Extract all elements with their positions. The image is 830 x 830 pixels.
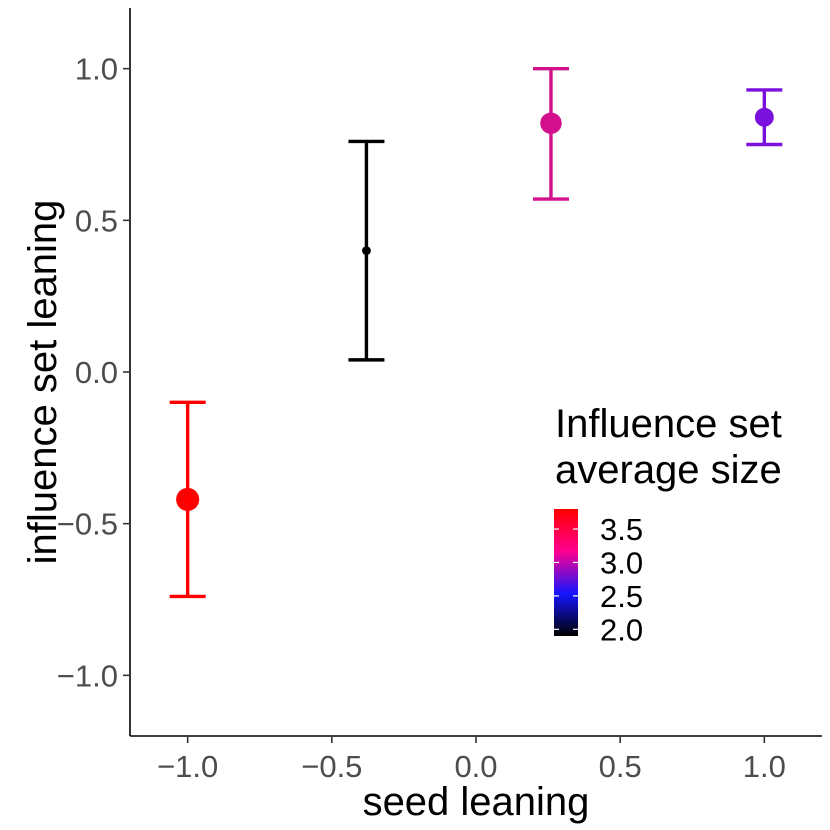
legend-title-line-1: Influence set [555, 402, 782, 446]
y-tick-label: −1.0 [57, 658, 118, 693]
data-point [176, 487, 200, 511]
x-tick-label: −1.0 [157, 749, 218, 784]
legend-tick-label: 2.5 [600, 579, 643, 614]
legend-tick-label: 3.0 [600, 545, 643, 580]
x-tick-label: −0.5 [301, 749, 362, 784]
data-point-group [348, 139, 385, 362]
data-point [540, 112, 562, 135]
x-tick-label: 1.0 [743, 749, 786, 784]
legend-color-bar [554, 509, 578, 636]
data-point-group [169, 400, 206, 599]
y-tick-label: 0.5 [75, 203, 118, 238]
x-tick-label: 0.5 [599, 749, 642, 784]
y-tick-label: 1.0 [75, 52, 118, 87]
y-tick-label: 0.0 [75, 355, 118, 390]
x-axis-ticks: −1.0 −0.5 0.0 0.5 1.0 [157, 736, 786, 784]
y-axis-ticks: −1.0 −0.5 0.0 0.5 1.0 [57, 52, 130, 693]
y-tick-label: −0.5 [57, 507, 118, 542]
color-legend: Influence set average size 2.02.53.03.5 [554, 402, 782, 647]
x-tick-label: 0.0 [454, 749, 497, 784]
x-axis-title: seed leaning [363, 780, 590, 824]
legend-title-line-2: average size [555, 448, 782, 492]
y-axis-title: influence set leaning [21, 200, 65, 565]
legend-tick-label: 2.0 [600, 612, 643, 647]
data-point-group [746, 88, 783, 147]
data-point [754, 107, 774, 127]
data-point [362, 246, 371, 256]
legend-tick-label: 3.5 [600, 512, 643, 547]
data-point-group [532, 66, 569, 201]
data-points [169, 66, 783, 599]
legend-ticks: 2.02.53.03.5 [554, 512, 643, 647]
